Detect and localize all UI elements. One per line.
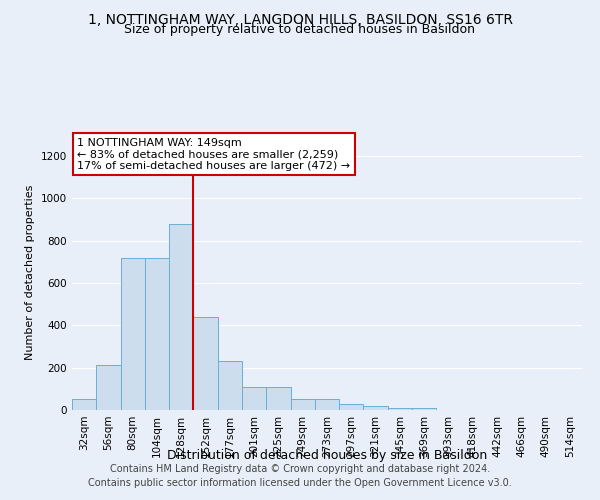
Bar [364, 406, 388, 410]
Bar [266, 386, 290, 410]
Y-axis label: Number of detached properties: Number of detached properties [25, 185, 35, 360]
Bar [121, 258, 145, 410]
Bar [145, 258, 169, 410]
Text: 1, NOTTINGHAM WAY, LANGDON HILLS, BASILDON, SS16 6TR: 1, NOTTINGHAM WAY, LANGDON HILLS, BASILD… [88, 12, 512, 26]
Bar [193, 317, 218, 410]
Bar [96, 364, 121, 410]
Bar [169, 224, 193, 410]
Bar [218, 362, 242, 410]
Text: Size of property relative to detached houses in Basildon: Size of property relative to detached ho… [125, 22, 476, 36]
Bar [72, 400, 96, 410]
Bar [290, 400, 315, 410]
Text: Contains HM Land Registry data © Crown copyright and database right 2024.
Contai: Contains HM Land Registry data © Crown c… [88, 464, 512, 487]
Bar [388, 408, 412, 410]
Bar [412, 408, 436, 410]
Bar [315, 400, 339, 410]
Bar [242, 386, 266, 410]
Bar [339, 404, 364, 410]
Text: 1 NOTTINGHAM WAY: 149sqm
← 83% of detached houses are smaller (2,259)
17% of sem: 1 NOTTINGHAM WAY: 149sqm ← 83% of detach… [77, 138, 350, 171]
Text: Distribution of detached houses by size in Basildon: Distribution of detached houses by size … [167, 448, 487, 462]
